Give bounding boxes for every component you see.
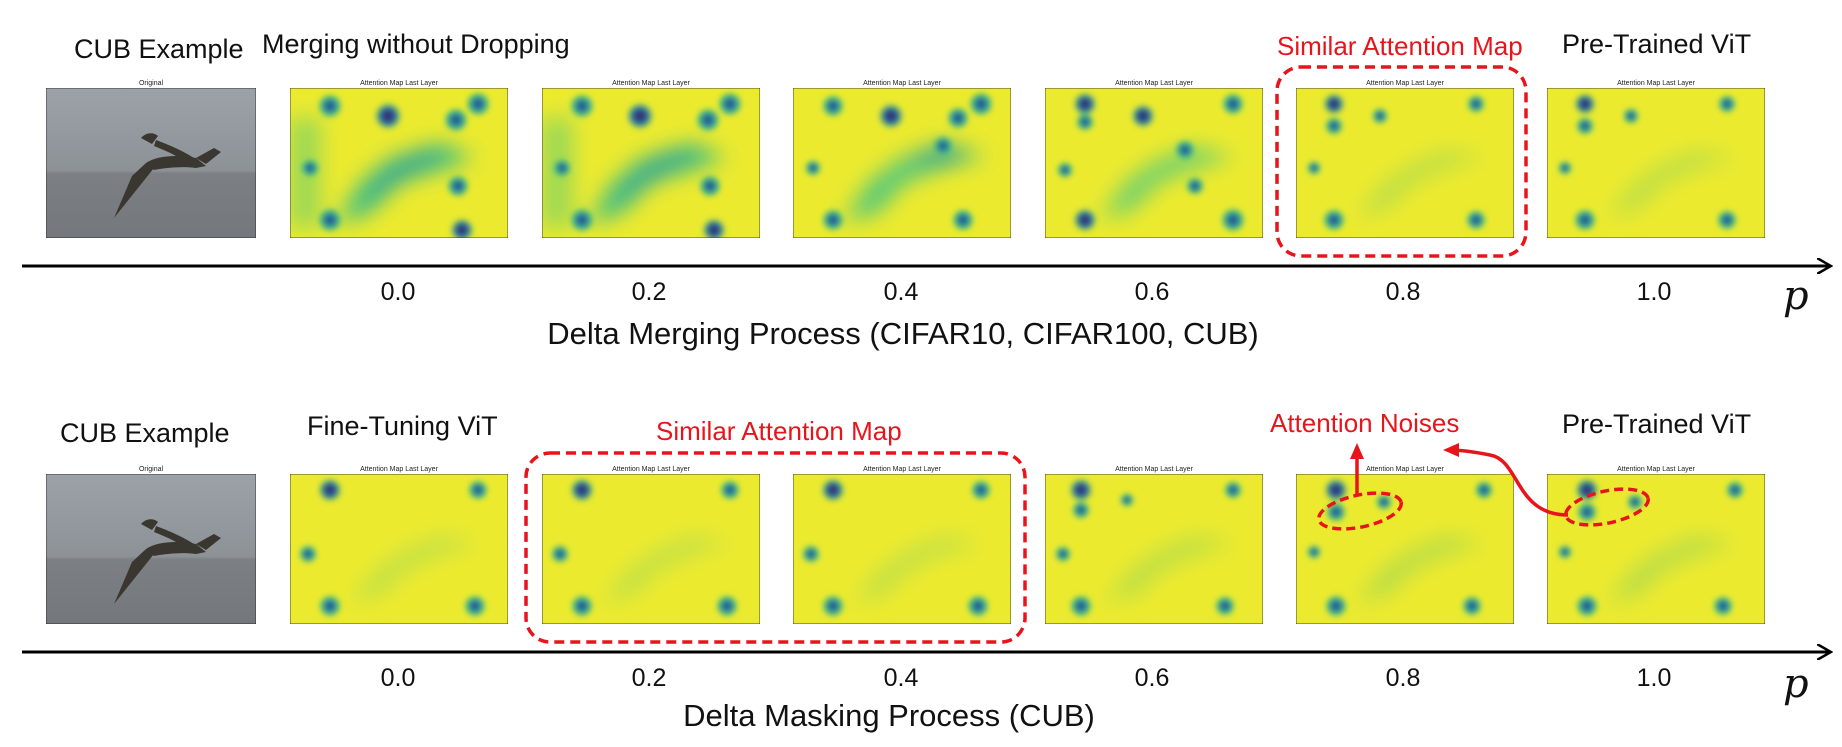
- panel-title: Attention Map Last Layer: [863, 466, 941, 473]
- row1-tick-3: 0.6: [1134, 278, 1170, 306]
- panel-title: Attention Map Last Layer: [1617, 80, 1695, 87]
- row2-finetune-title: Fine-Tuning ViT: [307, 411, 498, 441]
- panel-title: Attention Map Last Layer: [360, 466, 438, 473]
- row2-map-p10: Attention Map Last Layer: [1547, 466, 1765, 624]
- row2-map-p08: Attention Map Last Layer: [1296, 466, 1514, 624]
- row2-map-p02: Attention Map Last Layer: [542, 466, 760, 624]
- row2-tick-2: 0.4: [883, 664, 919, 692]
- row2-noise-label: Attention Noises: [1270, 408, 1460, 438]
- attention-heatmap: [1296, 474, 1514, 624]
- bird-image: [46, 474, 256, 624]
- row1-caption: Delta Merging Process (CIFAR10, CIFAR100…: [547, 316, 1259, 351]
- row2-tick-0: 0.0: [380, 664, 416, 692]
- row1-tick-2: 0.4: [883, 278, 919, 306]
- row1-tick-5: 1.0: [1636, 278, 1672, 306]
- row1-tick-0: 0.0: [380, 278, 416, 306]
- row2-tick-3: 0.6: [1134, 664, 1170, 692]
- attention-heatmap: [290, 88, 508, 238]
- row1-axis-variable: p: [1783, 273, 1809, 319]
- attention-heatmap: [290, 474, 508, 624]
- panel-title: Attention Map Last Layer: [863, 80, 941, 87]
- attention-heatmap: [1547, 474, 1765, 624]
- row2-axis-variable: p: [1783, 661, 1809, 707]
- panel-title: Original: [138, 80, 164, 87]
- attention-heatmap: [542, 88, 760, 238]
- attention-heatmap: [1296, 88, 1514, 238]
- attention-heatmap: [793, 474, 1011, 624]
- panel-title: Attention Map Last Layer: [360, 80, 438, 87]
- attention-heatmap: [1547, 88, 1765, 238]
- row2-pretrained-title: Pre-Trained ViT: [1562, 409, 1752, 439]
- row1-map-p00: Attention Map Last Layer: [290, 80, 508, 238]
- row1-pretrained-title: Pre-Trained ViT: [1562, 29, 1752, 59]
- panel-title: Attention Map Last Layer: [1115, 80, 1193, 87]
- bird-image: [46, 88, 256, 238]
- row1-map-p04: Attention Map Last Layer: [793, 80, 1011, 238]
- row1-similar-label: Similar Attention Map: [1277, 31, 1523, 61]
- row2-original-panel: Original: [46, 466, 256, 624]
- row1-tick-1: 0.2: [631, 278, 667, 306]
- row1-map-p08: Attention Map Last Layer: [1296, 80, 1514, 238]
- row1-map-p02: Attention Map Last Layer: [542, 80, 760, 238]
- row2-example-label: CUB Example: [60, 418, 230, 448]
- row2-map-p00: Attention Map Last Layer: [290, 466, 508, 624]
- attention-heatmap: [542, 474, 760, 624]
- row1-merging-title: Merging without Dropping: [262, 29, 570, 59]
- row2-tick-1: 0.2: [631, 664, 667, 692]
- row2-tick-4: 0.8: [1385, 664, 1421, 692]
- row1-map-p10: Attention Map Last Layer: [1547, 80, 1765, 238]
- panel-title: Attention Map Last Layer: [1617, 466, 1695, 473]
- panel-title: Attention Map Last Layer: [1366, 466, 1444, 473]
- panel-title: Attention Map Last Layer: [1115, 466, 1193, 473]
- row2-caption: Delta Masking Process (CUB): [683, 698, 1095, 733]
- attention-heatmap: [1045, 88, 1263, 238]
- panel-title: Attention Map Last Layer: [1366, 80, 1444, 87]
- row2-map-p04: Attention Map Last Layer: [793, 466, 1011, 624]
- panel-title: Attention Map Last Layer: [612, 466, 690, 473]
- attention-heatmap: [793, 88, 1011, 238]
- row1-tick-4: 0.8: [1385, 278, 1421, 306]
- row1-original-panel: Original: [46, 80, 256, 238]
- row1-map-p06: Attention Map Last Layer: [1045, 80, 1263, 238]
- row2-tick-5: 1.0: [1636, 664, 1672, 692]
- row2-map-p06: Attention Map Last Layer: [1045, 466, 1263, 624]
- panel-title: Attention Map Last Layer: [612, 80, 690, 87]
- row1-example-label: CUB Example: [74, 34, 244, 64]
- attention-heatmap: [1045, 474, 1263, 624]
- panel-title: Original: [138, 466, 164, 473]
- row2-similar-label: Similar Attention Map: [656, 416, 902, 446]
